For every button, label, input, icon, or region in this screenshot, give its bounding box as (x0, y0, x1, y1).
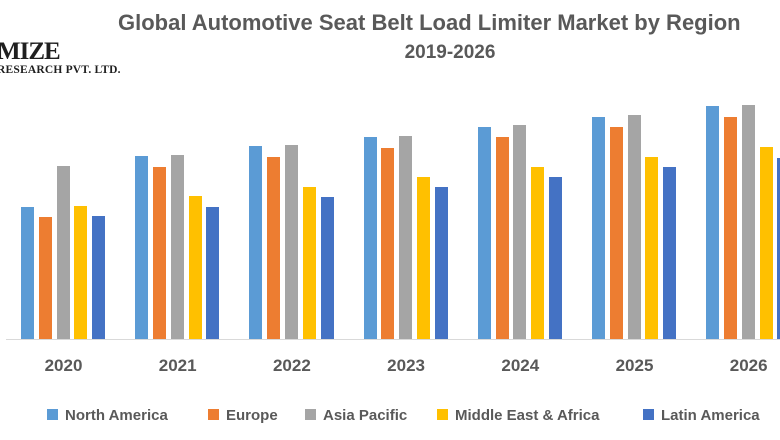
bar-europe-2022 (267, 157, 281, 339)
x-label-2022: 2022 (272, 356, 311, 375)
plot-area (0, 96, 780, 339)
legend-item-europe: Europe (208, 408, 278, 424)
legend-item-asia-pacific: Asia Pacific (305, 408, 407, 424)
legend-item-latin-america: Latin America (643, 408, 760, 424)
bar-middle-east-africa-2020 (74, 206, 88, 339)
legend-label-asia-pacific: Asia Pacific (323, 407, 408, 424)
bar-europe-2024 (495, 137, 509, 339)
legend-label-europe: Europe (226, 407, 278, 424)
legend-label-latin-america: Latin America (661, 407, 760, 424)
x-label-2021: 2021 (158, 356, 197, 375)
legend-label-middle-east-africa: Middle East & Africa (455, 407, 600, 424)
bar-north-america-2024 (477, 127, 491, 339)
bar-latin-america-2025 (663, 167, 677, 339)
bar-latin-america-2021 (206, 207, 220, 339)
x-axis-line (6, 339, 780, 340)
bar-north-america-2022 (249, 146, 263, 339)
company-logo: MIZE RESEARCH PVT. LTD. (0, 39, 121, 77)
bar-asia-pacific-2024 (513, 125, 527, 339)
bar-north-america-2026 (706, 106, 720, 339)
bar-north-america-2021 (135, 156, 149, 339)
bar-asia-pacific-2023 (399, 136, 413, 339)
legend-swatch-europe-icon (208, 409, 219, 420)
bar-europe-2025 (609, 127, 623, 339)
bar-europe-2023 (381, 148, 395, 339)
bar-asia-pacific-2026 (741, 105, 755, 339)
legend-item-north-america: North America (47, 408, 168, 424)
bar-middle-east-africa-2023 (417, 177, 430, 339)
x-label-2025: 2025 (615, 356, 654, 375)
logo-text-secondary: RESEARCH PVT. LTD. (0, 64, 121, 76)
bar-middle-east-africa-2024 (531, 167, 545, 339)
bar-europe-2021 (153, 167, 166, 339)
chart-subtitle: 2019-2026 (404, 42, 496, 63)
legend-swatch-asia-pacific-icon (305, 409, 316, 420)
bar-asia-pacific-2021 (170, 155, 184, 339)
x-axis-labels: 2020 2021 2022 2023 2024 2025 2026 (0, 356, 780, 375)
bar-middle-east-africa-2025 (645, 157, 659, 339)
bar-latin-america-2020 (92, 216, 106, 339)
x-label-2020: 2020 (44, 356, 83, 375)
logo-text-primary: MIZE (0, 38, 61, 65)
legend-swatch-latin-america-icon (643, 409, 654, 420)
bar-latin-america-2022 (320, 197, 334, 339)
bar-asia-pacific-2020 (56, 166, 70, 339)
bar-middle-east-africa-2021 (188, 196, 202, 339)
x-label-2023: 2023 (387, 356, 425, 375)
bar-latin-america-2024 (549, 177, 562, 339)
bar-asia-pacific-2022 (285, 145, 298, 339)
legend-swatch-middle-east-africa-icon (437, 409, 448, 420)
bar-middle-east-africa-2026 (759, 147, 773, 339)
legend-label-north-america: North America (65, 407, 168, 424)
legend-swatch-north-america-icon (47, 409, 58, 420)
bar-middle-east-africa-2022 (302, 187, 316, 339)
x-label-2026: 2026 (729, 356, 768, 375)
bar-north-america-2025 (592, 117, 605, 339)
legend: North America Europe Asia Pacific Middle Ea… (0, 408, 780, 426)
bar-latin-america-2026 (777, 158, 780, 339)
chart-title: Global Automotive Seat Belt Load Limiter… (118, 10, 741, 35)
bar-latin-america-2023 (434, 187, 448, 339)
bar-europe-2020 (38, 217, 52, 339)
bar-asia-pacific-2025 (627, 115, 641, 339)
bar-north-america-2020 (21, 207, 34, 339)
legend-item-middle-east-africa: Middle East & Africa (437, 408, 599, 424)
x-label-2024: 2024 (501, 356, 540, 375)
bar-europe-2026 (724, 117, 737, 339)
bar-north-america-2023 (363, 137, 377, 339)
